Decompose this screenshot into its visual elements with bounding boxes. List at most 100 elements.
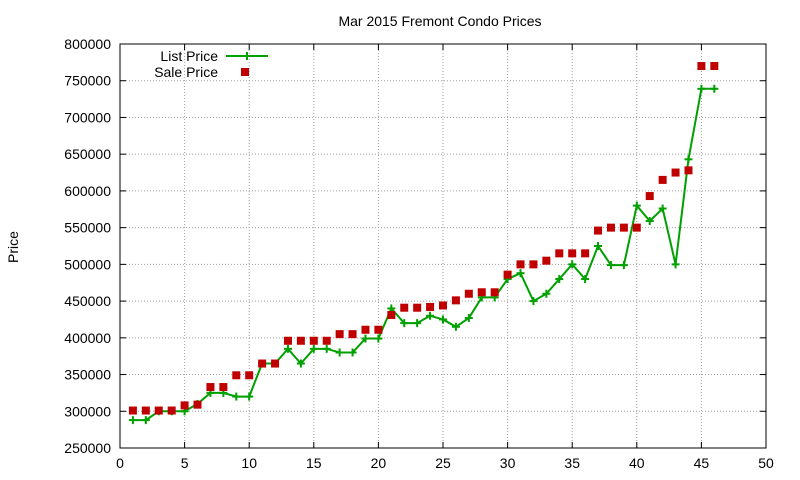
list-price-point bbox=[632, 201, 641, 210]
y-tick-label: 400000 bbox=[64, 330, 111, 346]
x-tick-label: 45 bbox=[694, 455, 710, 471]
sale-price-point bbox=[426, 302, 435, 311]
list-price-point bbox=[594, 242, 603, 250]
sale-price-point bbox=[710, 62, 719, 71]
sale-price-point bbox=[374, 325, 383, 334]
sale-price-point bbox=[271, 359, 280, 368]
y-tick-label: 450000 bbox=[64, 293, 111, 309]
sale-price-point bbox=[296, 336, 305, 345]
sale-price-point bbox=[529, 260, 538, 269]
y-axis-label: Price bbox=[5, 231, 21, 263]
list-price-point bbox=[684, 155, 693, 164]
list-price-point bbox=[658, 204, 667, 213]
list-price-point bbox=[283, 344, 292, 353]
list-price-point bbox=[581, 275, 590, 284]
list-price-point bbox=[619, 261, 628, 270]
sale-price-point bbox=[684, 166, 693, 175]
y-tick-label: 300000 bbox=[64, 403, 111, 419]
sale-price-point bbox=[658, 175, 667, 184]
sale-price-point bbox=[128, 406, 137, 415]
sale-price-point bbox=[219, 383, 228, 392]
list-price-point bbox=[128, 416, 137, 425]
sale-price-point bbox=[309, 336, 318, 345]
x-tick-label: 50 bbox=[758, 455, 774, 471]
legend-marker bbox=[241, 68, 249, 76]
legend-swatch-list-price bbox=[226, 52, 268, 60]
legend-marker bbox=[243, 52, 251, 60]
list-price-point bbox=[645, 217, 654, 226]
y-tick-label: 550000 bbox=[64, 220, 111, 236]
x-tick-label: 5 bbox=[181, 455, 189, 471]
list-price-point bbox=[516, 269, 525, 278]
list-price-point bbox=[335, 348, 344, 357]
x-tick-label: 20 bbox=[371, 455, 387, 471]
y-tick-label: 250000 bbox=[64, 440, 111, 456]
sale-price-point bbox=[167, 406, 176, 415]
list-price-point bbox=[141, 416, 150, 425]
list-price-point bbox=[309, 344, 318, 353]
sale-price-point bbox=[258, 359, 267, 368]
x-tick-label: 35 bbox=[564, 455, 580, 471]
sale-price-point bbox=[606, 223, 615, 232]
list-price-point bbox=[671, 260, 680, 269]
sale-price-point bbox=[697, 62, 706, 71]
x-tick-label: 25 bbox=[435, 455, 451, 471]
sale-price-point bbox=[193, 400, 202, 409]
sale-price-point bbox=[245, 371, 254, 380]
list-price-line bbox=[132, 87, 715, 422]
list-price-point bbox=[426, 311, 435, 320]
list-price-point bbox=[542, 289, 551, 298]
sale-price-point bbox=[503, 270, 512, 279]
sale-price-point bbox=[619, 223, 628, 232]
y-tick-label: 750000 bbox=[64, 73, 111, 89]
list-price-point bbox=[348, 348, 357, 357]
sale-price-point bbox=[542, 256, 551, 265]
y-tick-label: 800000 bbox=[64, 36, 111, 52]
y-tick-label: 350000 bbox=[64, 367, 111, 383]
grid bbox=[120, 44, 766, 448]
list-price-point bbox=[697, 84, 706, 93]
x-tick-label: 10 bbox=[241, 455, 257, 471]
list-price-point bbox=[413, 319, 422, 328]
x-tick-label: 0 bbox=[116, 455, 124, 471]
sale-price-point bbox=[594, 226, 603, 235]
list-price-point bbox=[361, 334, 370, 343]
list-price-point bbox=[232, 392, 241, 401]
list-price-point bbox=[245, 392, 254, 401]
sale-price-point bbox=[490, 288, 499, 297]
legend: List Price Sale Price bbox=[154, 48, 268, 80]
sale-price-point bbox=[283, 336, 292, 345]
list-price-point bbox=[606, 261, 615, 270]
sale-price-point bbox=[477, 288, 486, 297]
legend-swatch-sale-price bbox=[241, 68, 249, 76]
x-tick-label: 30 bbox=[500, 455, 516, 471]
y-tick-label: 700000 bbox=[64, 109, 111, 125]
sale-price-point bbox=[581, 249, 590, 258]
x-tick-label: 15 bbox=[306, 455, 322, 471]
sale-price-point bbox=[206, 383, 215, 392]
list-price-point bbox=[710, 84, 719, 93]
sale-price-point bbox=[141, 406, 150, 415]
sale-price-point bbox=[322, 336, 331, 345]
list-price-point bbox=[296, 359, 305, 368]
list-price-point bbox=[568, 260, 577, 269]
sale-price-point bbox=[413, 303, 422, 312]
list-price-point bbox=[400, 319, 409, 328]
sale-price-point bbox=[451, 296, 460, 305]
sale-price-point bbox=[154, 406, 163, 415]
sale-price-point bbox=[632, 223, 641, 232]
list-price-point bbox=[451, 322, 460, 331]
legend-label-list-price: List Price bbox=[160, 48, 218, 64]
chart-title: Mar 2015 Fremont Condo Prices bbox=[338, 13, 541, 29]
list-price-point bbox=[529, 297, 538, 306]
sale-price-point bbox=[671, 168, 680, 177]
list-price-point bbox=[555, 275, 564, 284]
sale-price-point bbox=[180, 401, 189, 410]
sale-price-point bbox=[464, 289, 473, 298]
list-price-point bbox=[374, 334, 383, 343]
y-tick-label: 500000 bbox=[64, 256, 111, 272]
sale-price-point bbox=[348, 330, 357, 339]
sale-price-point bbox=[232, 371, 241, 380]
list-price-point bbox=[464, 313, 473, 322]
